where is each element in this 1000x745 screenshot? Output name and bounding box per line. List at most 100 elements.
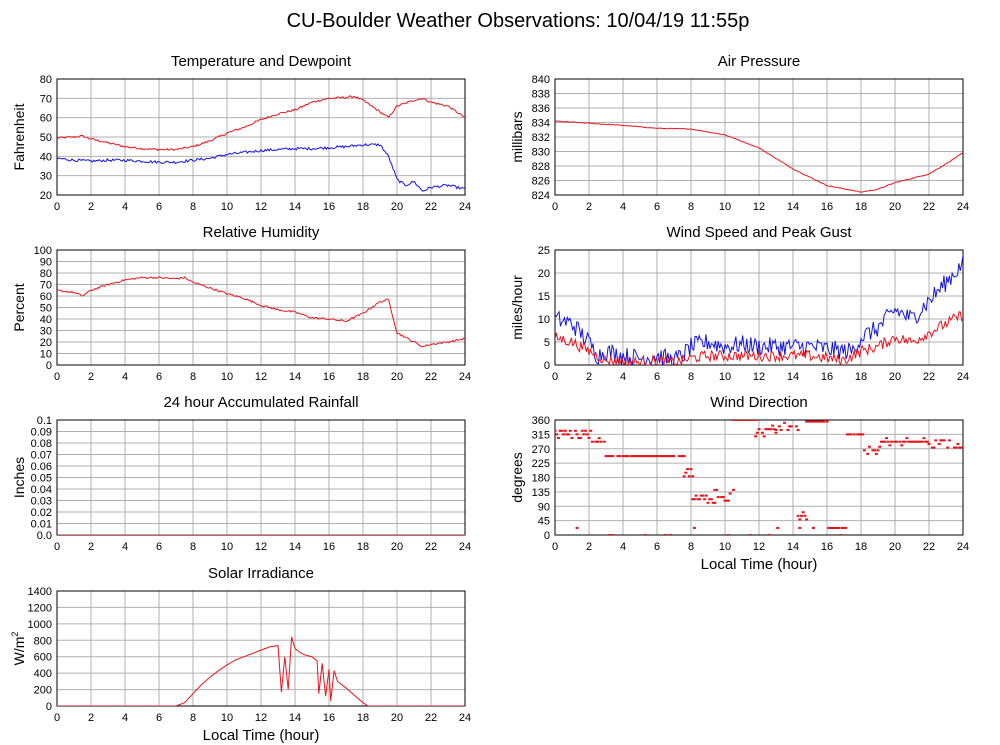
y-tick-label: 0.06 bbox=[31, 461, 52, 473]
wind-direction-point bbox=[871, 449, 875, 452]
wind-direction-point bbox=[643, 455, 647, 458]
x-tick-label: 0 bbox=[552, 541, 558, 553]
y-tick-label: 830 bbox=[532, 147, 550, 159]
wind-direction-point bbox=[801, 511, 805, 514]
x-tick-label: 16 bbox=[821, 541, 833, 553]
wind-direction-point bbox=[565, 433, 569, 436]
chart-title: Relative Humidity bbox=[203, 224, 320, 241]
wind-direction-point bbox=[844, 526, 848, 529]
wind-direction-point bbox=[939, 439, 943, 442]
wind-direction-point bbox=[570, 436, 574, 439]
plot-frame bbox=[56, 590, 466, 707]
x-tick-label: 0 bbox=[54, 371, 60, 383]
x-tick-label: 12 bbox=[753, 541, 765, 553]
wind-direction-point bbox=[825, 420, 829, 423]
wind-direction-point bbox=[885, 437, 888, 440]
wind-direction-point bbox=[597, 437, 601, 440]
y-tick-label: 80 bbox=[40, 74, 52, 86]
x-tick-label: 2 bbox=[586, 541, 592, 553]
wind-direction-point bbox=[919, 440, 922, 443]
wind-direction-point bbox=[699, 494, 703, 497]
y-tick-label: 360 bbox=[532, 415, 550, 427]
chart-title: Wind Speed and Peak Gust bbox=[666, 224, 852, 241]
wind-direction-point bbox=[835, 526, 839, 529]
wind-direction-point bbox=[827, 526, 831, 529]
wind-direction-point bbox=[589, 429, 593, 432]
wind-direction-point bbox=[893, 440, 897, 443]
y-tick-label: 50 bbox=[40, 303, 52, 315]
wind-direction-point bbox=[743, 420, 747, 421]
wind-direction-point bbox=[834, 526, 837, 529]
x-tick-label: 18 bbox=[855, 371, 867, 383]
chart-title: Air Pressure bbox=[718, 53, 801, 70]
wind-direction-point bbox=[832, 526, 836, 529]
x-tick-label: 20 bbox=[391, 201, 403, 213]
x-tick-label: 4 bbox=[122, 712, 128, 724]
series-line-humidity-0 bbox=[57, 276, 465, 348]
wind-direction-point bbox=[749, 534, 752, 535]
wind-direction-point bbox=[647, 455, 650, 458]
y-tick-label: 840 bbox=[532, 74, 550, 86]
x-tick-label: 24 bbox=[957, 371, 969, 383]
y-axis-label: degrees bbox=[509, 452, 525, 503]
wind-direction-point bbox=[713, 488, 717, 491]
wind-direction-point bbox=[754, 420, 758, 421]
x-tick-label: 16 bbox=[821, 371, 833, 383]
y-axis-label: miles/hour bbox=[509, 275, 525, 340]
x-tick-label: 20 bbox=[391, 371, 403, 383]
y-tick-label: 834 bbox=[532, 118, 550, 130]
x-tick-label: 22 bbox=[425, 201, 437, 213]
wind-direction-point bbox=[879, 440, 883, 443]
page-title: CU-Boulder Weather Observations: 10/04/1… bbox=[287, 10, 750, 32]
wind-direction-point bbox=[635, 455, 639, 458]
y-tick-label: 10 bbox=[40, 349, 52, 361]
series-line-temp-0 bbox=[57, 95, 465, 152]
wind-direction-point bbox=[912, 440, 916, 443]
wind-direction-point bbox=[573, 429, 577, 432]
wind-direction-point bbox=[709, 498, 713, 501]
wind-direction-point bbox=[645, 455, 649, 458]
wind-direction-point bbox=[599, 440, 603, 443]
plot-frame bbox=[554, 419, 964, 536]
wind-direction-point bbox=[845, 433, 849, 436]
wind-direction-point bbox=[713, 501, 717, 504]
x-tick-label: 0 bbox=[54, 201, 60, 213]
chart-title: Wind Direction bbox=[710, 394, 808, 411]
wind-direction-point bbox=[711, 501, 715, 504]
y-tick-label: 40 bbox=[40, 151, 52, 163]
wind-direction-point bbox=[606, 455, 610, 458]
x-tick-label: 6 bbox=[156, 712, 162, 724]
wind-direction-point bbox=[725, 499, 729, 502]
wind-direction-point bbox=[815, 420, 819, 423]
x-tick-label: 6 bbox=[654, 541, 660, 553]
plot-area bbox=[57, 276, 465, 348]
wind-direction-point bbox=[691, 475, 695, 478]
wind-direction-point bbox=[883, 440, 887, 443]
wind-direction-point bbox=[959, 446, 963, 449]
x-tick-label: 14 bbox=[787, 371, 799, 383]
wind-direction-point bbox=[800, 514, 803, 517]
wind-direction-point bbox=[640, 455, 644, 458]
wind-direction-point bbox=[585, 433, 589, 436]
y-tick-label: 838 bbox=[532, 89, 550, 101]
y-tick-label: 1400 bbox=[28, 586, 52, 598]
series-line-wind-0 bbox=[555, 255, 963, 365]
x-tick-label: 20 bbox=[391, 712, 403, 724]
wind-direction-point bbox=[767, 428, 771, 431]
wind-direction-point bbox=[658, 455, 662, 458]
wind-direction-point bbox=[839, 534, 843, 535]
wind-direction-point bbox=[779, 428, 783, 431]
y-tick-label: 70 bbox=[40, 280, 52, 292]
wind-direction-point bbox=[820, 420, 824, 423]
y-tick-label: 40 bbox=[40, 314, 52, 326]
wind-direction-point bbox=[747, 420, 751, 421]
y-tick-label: 20 bbox=[40, 190, 52, 202]
wind-direction-point bbox=[735, 420, 739, 421]
wind-direction-point bbox=[794, 425, 798, 428]
wind-direction-point bbox=[664, 455, 667, 458]
wind-direction-point bbox=[732, 488, 735, 491]
wind-direction-point bbox=[611, 455, 615, 458]
y-tick-label: 0.05 bbox=[31, 473, 52, 485]
